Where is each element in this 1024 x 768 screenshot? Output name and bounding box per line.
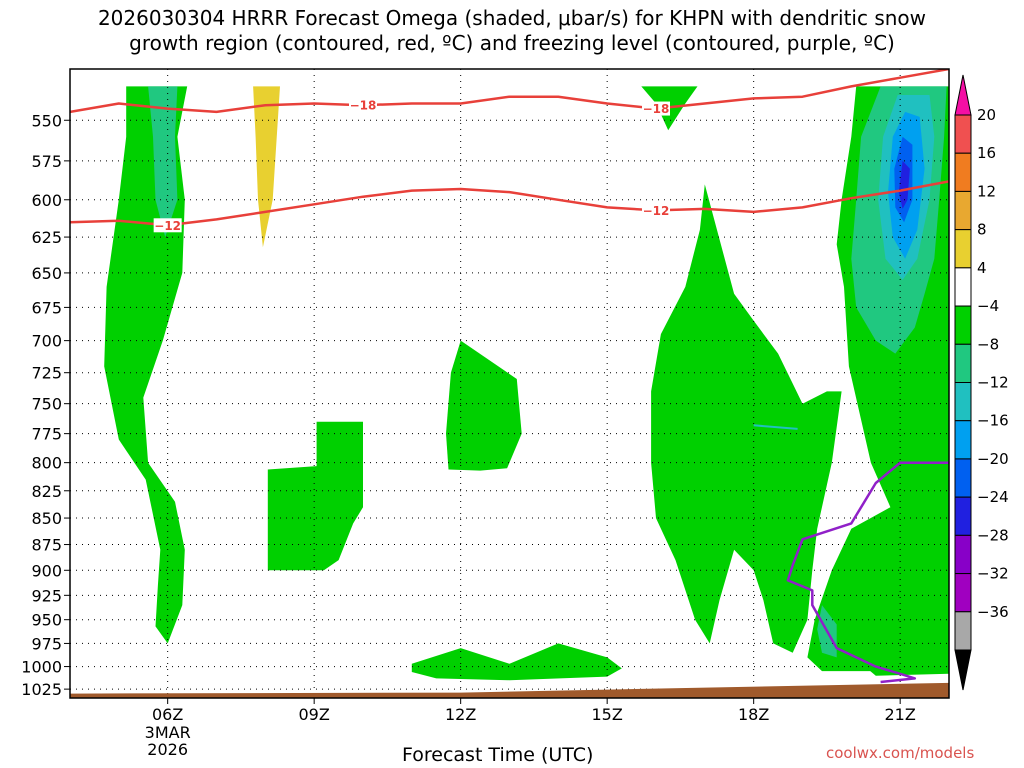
y-tick-label-17: 975 [31, 634, 62, 653]
omega-region-15 [856, 614, 949, 676]
colorbar-label-11: −28 [977, 526, 1009, 544]
contour-label-bg-3 [642, 203, 670, 218]
colorbar-seg-1 [954, 152, 972, 192]
contour-label-3: −12 [643, 204, 670, 218]
terrain-fill [70, 682, 949, 698]
colorbar-label-4: 4 [977, 259, 987, 277]
x-tick-label-1: 09Z [299, 705, 330, 724]
y-tick-label-18: 1000 [21, 658, 62, 677]
omega-region-1 [148, 86, 178, 238]
colorbar-label-3: 8 [977, 221, 987, 239]
x-tick-label-4: 18Z [738, 705, 769, 724]
omega-contour-dash [753, 424, 798, 430]
y-tick-label-10: 800 [31, 454, 62, 473]
y-tick-label-11: 825 [31, 482, 62, 501]
omega-region-4 [446, 340, 522, 471]
terrain [70, 682, 949, 698]
contour-0 [786, 461, 949, 684]
y-tick-label-0: 550 [31, 111, 62, 130]
colorbar-label-10: −24 [977, 488, 1009, 506]
plot-frame [69, 68, 950, 699]
date-label-0: 3MAR [145, 723, 191, 742]
colorbar-seg-13 [954, 611, 972, 651]
y-tick-label-9: 775 [31, 425, 62, 444]
colorbar-seg-5 [954, 305, 972, 345]
y-tick-label-19: 1025 [21, 680, 62, 699]
colorbar-bottom-arrow [954, 649, 972, 691]
contour-lines: −18 −18 −12 −12 [70, 69, 949, 684]
y-tick-label-4: 650 [31, 264, 62, 283]
colorbar-seg-2 [954, 190, 972, 231]
contour-label-1: −18 [643, 102, 670, 116]
y-tick-label-7: 725 [31, 364, 62, 383]
colorbar-seg-6 [954, 343, 972, 383]
y-axis: 550 575 600 625 650 675 700 725 750 775 800 825 850 8… [21, 111, 70, 699]
colorbar-label-1: 16 [977, 144, 996, 162]
y-tick-label-2: 600 [31, 191, 62, 210]
colorbar-label-2: 12 [977, 182, 996, 200]
omega-region-13 [898, 160, 910, 209]
y-tick-label-6: 700 [31, 332, 62, 351]
credit-text: coolwx.com/models [826, 744, 975, 762]
colorbar-seg-8 [954, 420, 972, 460]
x-tick-label-2: 12Z [445, 705, 476, 724]
grid-lines [70, 69, 949, 698]
contour-label-bg-1 [642, 101, 670, 116]
y-tick-label-13: 875 [31, 536, 62, 555]
y-tick-label-3: 625 [31, 228, 62, 247]
contour-label-2: −12 [154, 219, 181, 233]
omega-shading [104, 86, 949, 681]
y-tick-label-15: 925 [31, 586, 62, 605]
colorbar-seg-11 [954, 534, 972, 575]
chart-title-line1: 2026030304 HRRR Forecast Omega (shaded, … [97, 6, 927, 30]
omega-region-3 [267, 421, 363, 571]
contour-label-bg-2 [153, 218, 182, 233]
omega-region-5 [411, 643, 622, 681]
colorbar-seg-9 [954, 458, 972, 498]
y-tick-label-8: 750 [31, 395, 62, 414]
contour-label-bg-0 [349, 98, 377, 113]
x-tick-label-5: 21Z [885, 705, 916, 724]
chart-title-line2: growth region (contoured, red, ºC) and f… [129, 31, 895, 55]
colorbar-seg-10 [954, 496, 972, 536]
x-axis-label: Forecast Time (UTC) [402, 744, 594, 766]
colorbar: 20 16 12 8 4 −4 −8 −12 −16 −20 −24 −28 −32 −36 [954, 74, 1009, 691]
colorbar-seg-7 [954, 382, 972, 422]
y-tick-label-1: 575 [31, 152, 62, 171]
colorbar-label-6: −8 [977, 335, 999, 353]
colorbar-label-8: −16 [977, 412, 1009, 430]
colorbar-label-0: 20 [977, 106, 996, 124]
x-tick-label-0: 06Z [152, 705, 183, 724]
y-tick-label-16: 950 [31, 611, 62, 630]
y-tick-label-5: 675 [31, 298, 62, 317]
contour-label-0: −18 [350, 99, 377, 113]
contour-neg18 [70, 69, 949, 114]
date-label-1: 2026 [147, 740, 188, 759]
y-tick-label-14: 900 [31, 561, 62, 580]
omega-region-2 [253, 86, 280, 248]
colorbar-label-12: −32 [977, 565, 1009, 583]
colorbar-seg-12 [954, 573, 972, 613]
colorbar-label-7: −12 [977, 374, 1009, 392]
colorbar-top-arrow [954, 74, 972, 116]
x-tick-label-3: 15Z [592, 705, 623, 724]
contour-neg12 [70, 180, 949, 227]
colorbar-label-13: −36 [977, 603, 1009, 621]
colorbar-label-9: −20 [977, 450, 1009, 468]
colorbar-seg-3 [954, 229, 972, 269]
colorbar-seg-0 [954, 114, 972, 154]
colorbar-seg-4 [954, 267, 972, 307]
colorbar-label-5: −4 [977, 297, 999, 315]
y-tick-label-12: 850 [31, 509, 62, 528]
omega-region-7 [651, 184, 842, 653]
